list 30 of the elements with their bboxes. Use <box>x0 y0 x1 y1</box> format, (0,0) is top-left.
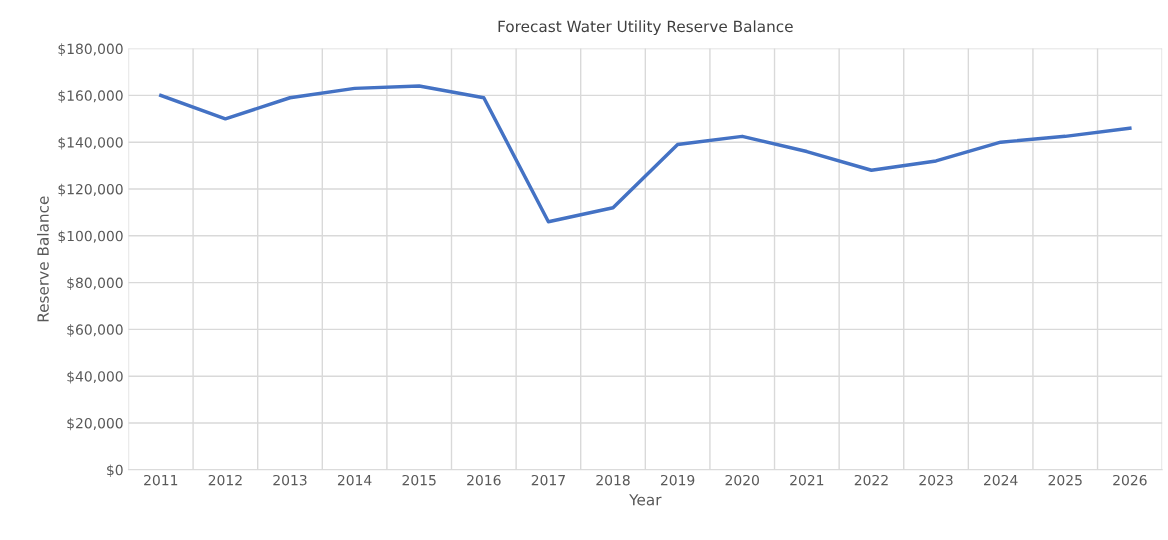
y-tick-label: $0 <box>107 464 123 478</box>
y-axis-title: Reserve Balance <box>37 196 49 322</box>
x-tick-label: 2019 <box>660 474 695 486</box>
x-tick-label: 2026 <box>1113 474 1147 486</box>
x-tick-label: 2018 <box>596 474 630 486</box>
y-tick-label: $180,000 <box>58 43 123 56</box>
x-axis-title: Year <box>629 494 662 506</box>
x-tick-label: 2012 <box>208 474 242 486</box>
x-tick-label: 2015 <box>402 474 436 486</box>
x-tick-label: 2021 <box>790 474 824 486</box>
x-tick-label: 2022 <box>854 474 888 486</box>
y-tick-label: $160,000 <box>58 90 123 103</box>
y-tick-label: $80,000 <box>67 277 123 290</box>
x-tick-label: 2024 <box>983 474 1018 486</box>
x-tick-label: 2011 <box>144 474 178 486</box>
x-tick-label: 2023 <box>919 474 953 486</box>
x-tick-label: 2014 <box>337 474 372 486</box>
x-tick-label: 2016 <box>467 474 501 486</box>
y-tick-label: $60,000 <box>67 324 123 337</box>
chart-title: Forecast Water Utility Reserve Balance <box>498 20 793 36</box>
y-tick-label: $140,000 <box>58 136 123 150</box>
x-tick-label: 2025 <box>1048 474 1082 486</box>
line-series <box>159 84 1132 224</box>
x-tick-label: 2020 <box>725 474 759 486</box>
y-tick-label: $40,000 <box>67 370 123 384</box>
y-tick-label: $100,000 <box>58 230 123 244</box>
y-tick-label: $120,000 <box>58 183 123 197</box>
y-tick-label: $20,000 <box>67 417 123 431</box>
x-tick-label: 2013 <box>273 474 307 486</box>
x-tick-label: 2017 <box>531 474 565 486</box>
